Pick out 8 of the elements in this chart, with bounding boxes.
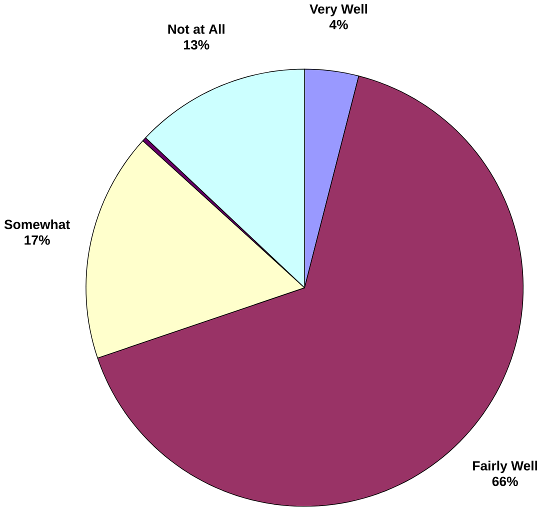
data-label: 17% [24, 236, 50, 245]
slice-label: Not at All [168, 24, 224, 34]
data-label: 4% [329, 20, 348, 30]
data-label: 13% [184, 40, 210, 50]
slice-label: Very Well [310, 4, 368, 16]
slice-label: Somewhat [4, 220, 70, 230]
data-label: 66% [492, 476, 518, 486]
slice-label: Fairly Well [473, 460, 538, 474]
